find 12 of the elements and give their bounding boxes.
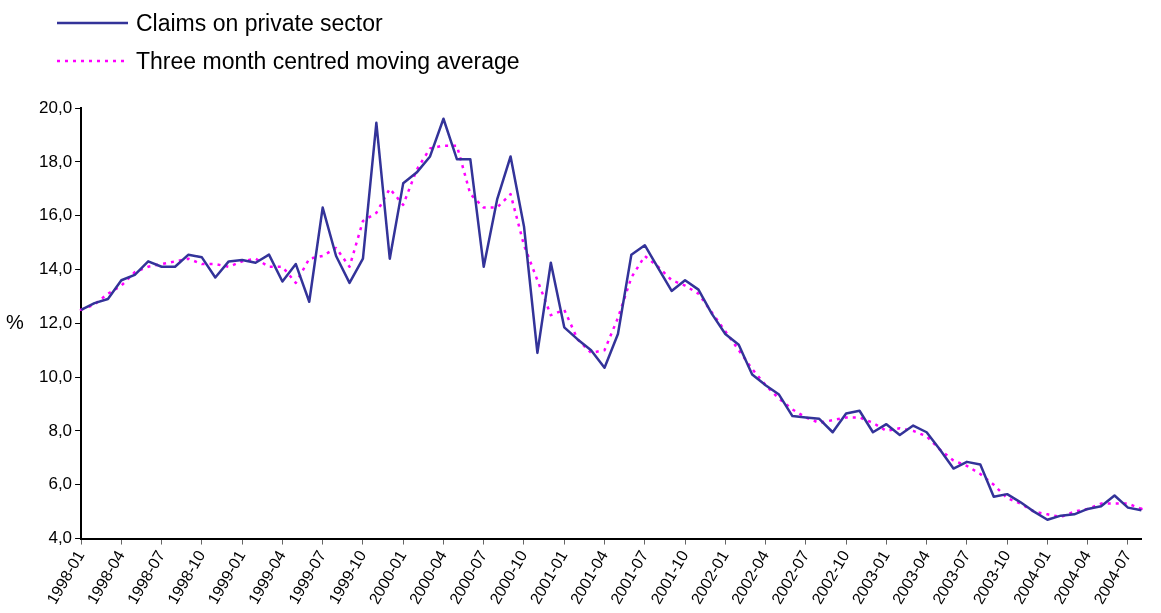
legend-label: Claims on private sector — [136, 9, 383, 37]
y-axis-title: % — [6, 310, 24, 333]
legend-label: Three month centred moving average — [136, 47, 520, 75]
y-tick-label: 20,0 — [38, 97, 73, 117]
y-tick-label: 14,0 — [38, 259, 73, 279]
y-tick-label: 18,0 — [38, 151, 73, 171]
y-tick-label: 16,0 — [38, 205, 73, 225]
y-tick-label: 6,0 — [48, 474, 73, 494]
y-tick-label: 10,0 — [38, 366, 73, 386]
y-tick-label: 8,0 — [48, 420, 73, 440]
y-tick-label: 4,0 — [48, 528, 73, 548]
y-tick-label: 12,0 — [38, 312, 73, 332]
